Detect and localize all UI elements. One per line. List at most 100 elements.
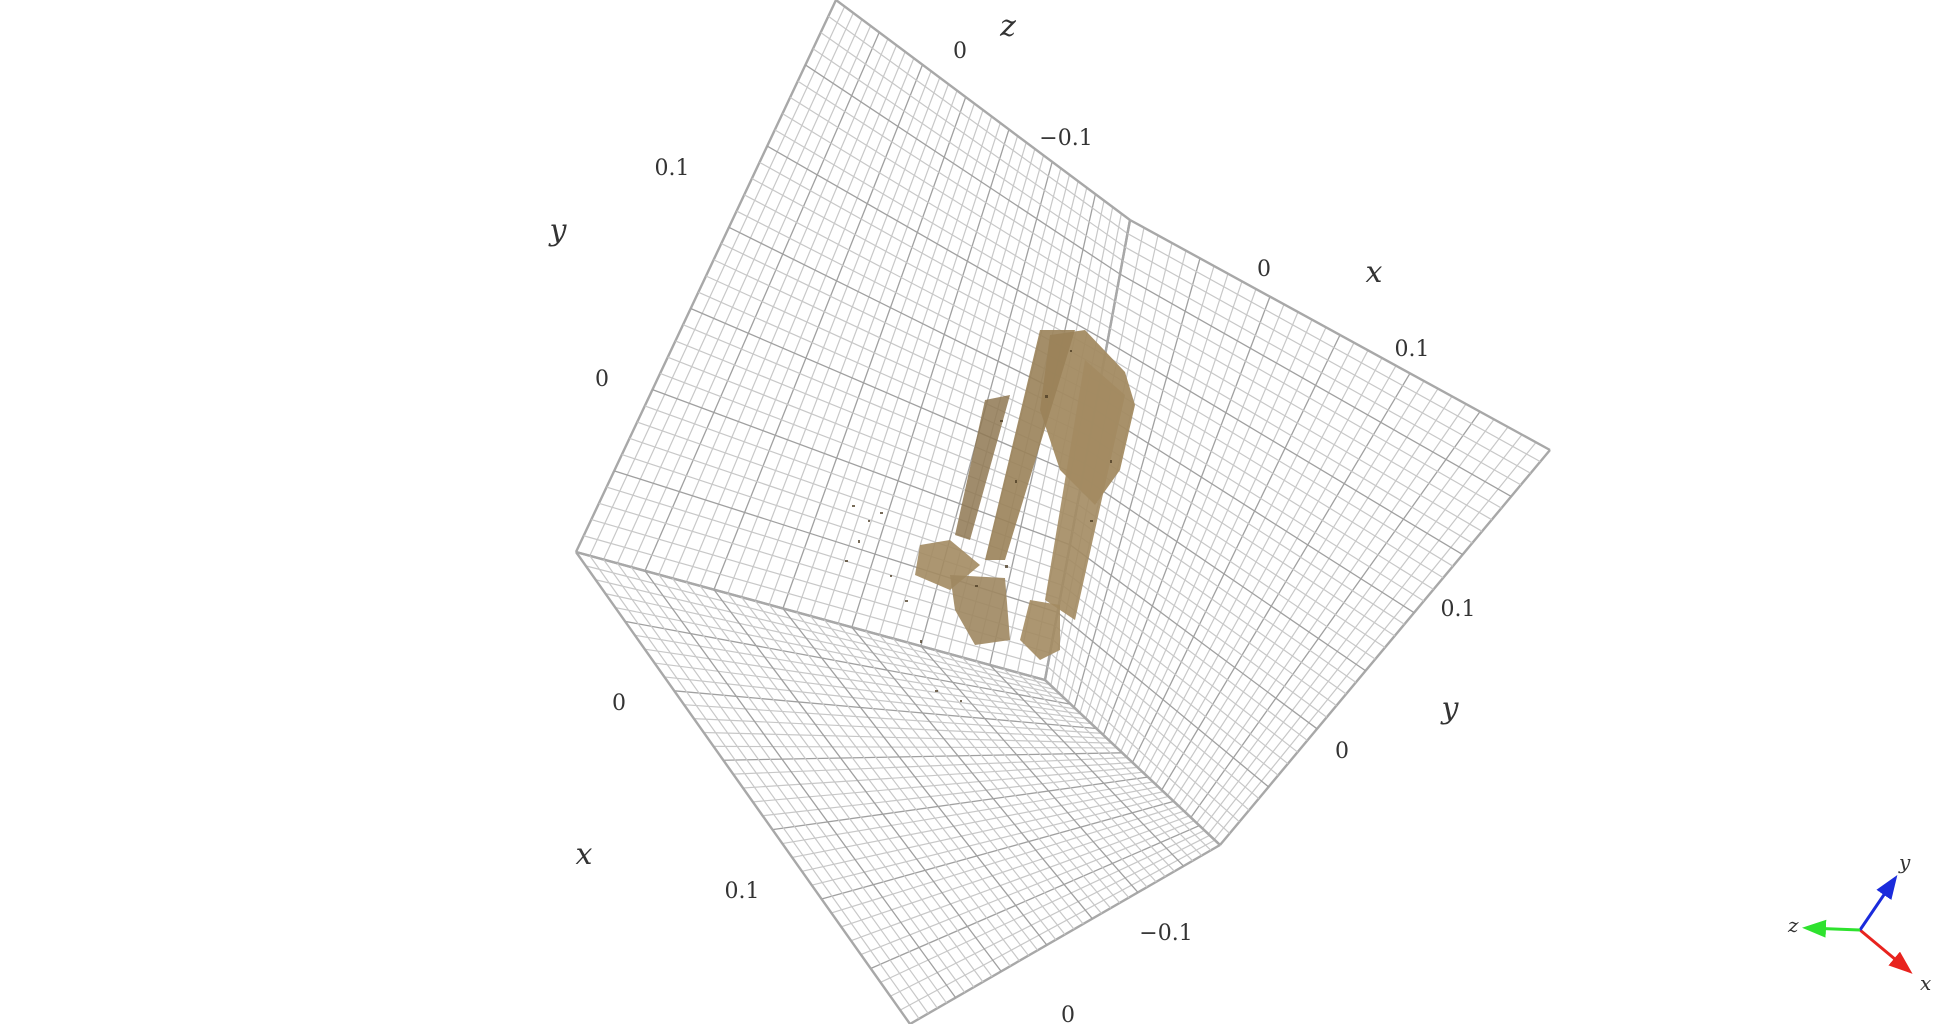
- grid-line: [1109, 327, 1473, 544]
- tick-label: 0: [1257, 257, 1271, 282]
- tick-labels-left: 0.1 0 y: [548, 156, 690, 392]
- triad-z-arrow: [1802, 919, 1861, 938]
- tick-label: 0: [612, 691, 626, 716]
- tick-label: 0: [953, 39, 967, 64]
- grid-line: [1082, 476, 1366, 672]
- axis-name-y-left: y: [548, 213, 568, 248]
- triad-z-label: z: [1787, 913, 1799, 937]
- grid-line: [699, 585, 993, 977]
- triad-x-label: x: [1920, 971, 1931, 995]
- grid-line: [1089, 435, 1396, 637]
- grid-line: [906, 641, 1130, 899]
- triad-y-label: y: [1898, 850, 1911, 874]
- grid-line: [1099, 381, 1434, 590]
- object-seat-front: [950, 575, 1010, 645]
- axis-name-x-bottom: x: [576, 837, 593, 872]
- grid-line: [603, 559, 929, 1014]
- grid-line: [644, 570, 957, 999]
- grid-line: [879, 634, 1112, 909]
- grid-line: [934, 649, 1148, 888]
- grid-line: [575, 551, 911, 1025]
- grid-line: [947, 653, 1157, 883]
- grid-line: [1124, 246, 1531, 474]
- tick-label: 0.1: [655, 156, 690, 181]
- point-cloud-object: [845, 330, 1135, 702]
- grid-line: [782, 608, 1048, 946]
- grid-line: [741, 596, 1020, 962]
- grid-line: [630, 566, 947, 1004]
- grid-line: [1094, 408, 1415, 614]
- grid-line: [828, 15, 1128, 235]
- object-shadow-specks: [845, 350, 1112, 702]
- grid-line: [796, 611, 1057, 941]
- grid-line: [1084, 463, 1376, 660]
- tick-labels-bottom: 0 0.1 −0.1 0 x: [576, 691, 1193, 1028]
- grid-line: [1097, 395, 1425, 602]
- grid-line: [1059, 598, 1279, 776]
- grid-line: [713, 589, 1002, 972]
- axis-name-y-right: y: [1440, 691, 1460, 726]
- grid-line: [1112, 314, 1483, 532]
- triad-y-arrow: [1858, 875, 1898, 931]
- grid-line: [1119, 273, 1512, 498]
- object-back-post-left: [985, 330, 1075, 560]
- grid-panel-floor: [575, 550, 1221, 1026]
- grid-line: [1069, 544, 1318, 730]
- grid-line: [1016, 672, 1203, 856]
- grid-line: [835, 0, 1131, 221]
- grid-line: [589, 555, 920, 1020]
- axis-name-z: z: [999, 9, 1016, 44]
- grid-line: [1047, 666, 1231, 834]
- grid-line: [766, 145, 1108, 343]
- grid-line: [1107, 341, 1463, 556]
- grid-line: [685, 581, 984, 983]
- grid-line: [975, 660, 1175, 872]
- grid-line: [1052, 638, 1250, 811]
- tick-label: −0.1: [1139, 921, 1192, 946]
- grid-line: [797, 80, 1118, 289]
- grid-line: [820, 31, 1126, 248]
- axis-name-x-top: x: [1366, 255, 1383, 290]
- grid-line: [805, 64, 1121, 275]
- tick-labels-top: 0 −0.1 0 0.1 z x: [953, 9, 1430, 362]
- grid-line: [865, 630, 1102, 914]
- grid-line: [1064, 571, 1299, 753]
- tick-label: 0: [1335, 739, 1349, 764]
- grid-line: [851, 626, 1093, 920]
- grid-line: [629, 437, 1063, 586]
- grid-line: [782, 113, 1113, 316]
- tick-label: 0: [1061, 1003, 1075, 1024]
- tick-label: 0: [595, 367, 609, 392]
- triad-x-arrow: [1859, 928, 1913, 974]
- tick-label: 0.1: [1441, 597, 1476, 622]
- grid-line: [1079, 490, 1357, 683]
- grid-line: [1077, 503, 1347, 695]
- grid-line: [789, 96, 1116, 302]
- grid-line: [1030, 675, 1212, 851]
- grid-line: [961, 657, 1166, 877]
- grid-line: [1062, 584, 1289, 765]
- grid-line: [1104, 354, 1454, 567]
- orientation-triad: x y z: [1787, 850, 1931, 995]
- tick-label: 0.1: [725, 879, 760, 904]
- grid-line: [1129, 218, 1551, 452]
- grid-line: [1092, 422, 1405, 625]
- grid-line: [1003, 668, 1194, 862]
- grid-line: [1122, 260, 1522, 486]
- object-frame-left: [955, 395, 1010, 540]
- grid-line: [727, 593, 1011, 967]
- grid-line: [768, 604, 1039, 951]
- grid-line: [1067, 557, 1308, 741]
- grid-line: [1049, 652, 1240, 823]
- grid-line: [1114, 300, 1493, 521]
- grid-line: [1102, 368, 1444, 579]
- object-leg-front: [1020, 600, 1060, 660]
- grid-line: [1117, 287, 1502, 509]
- tick-label: −0.1: [1039, 126, 1092, 151]
- grid-line: [823, 619, 1075, 930]
- grid-line: [1127, 233, 1541, 463]
- grid-line: [754, 600, 1030, 956]
- grid-line: [774, 129, 1111, 329]
